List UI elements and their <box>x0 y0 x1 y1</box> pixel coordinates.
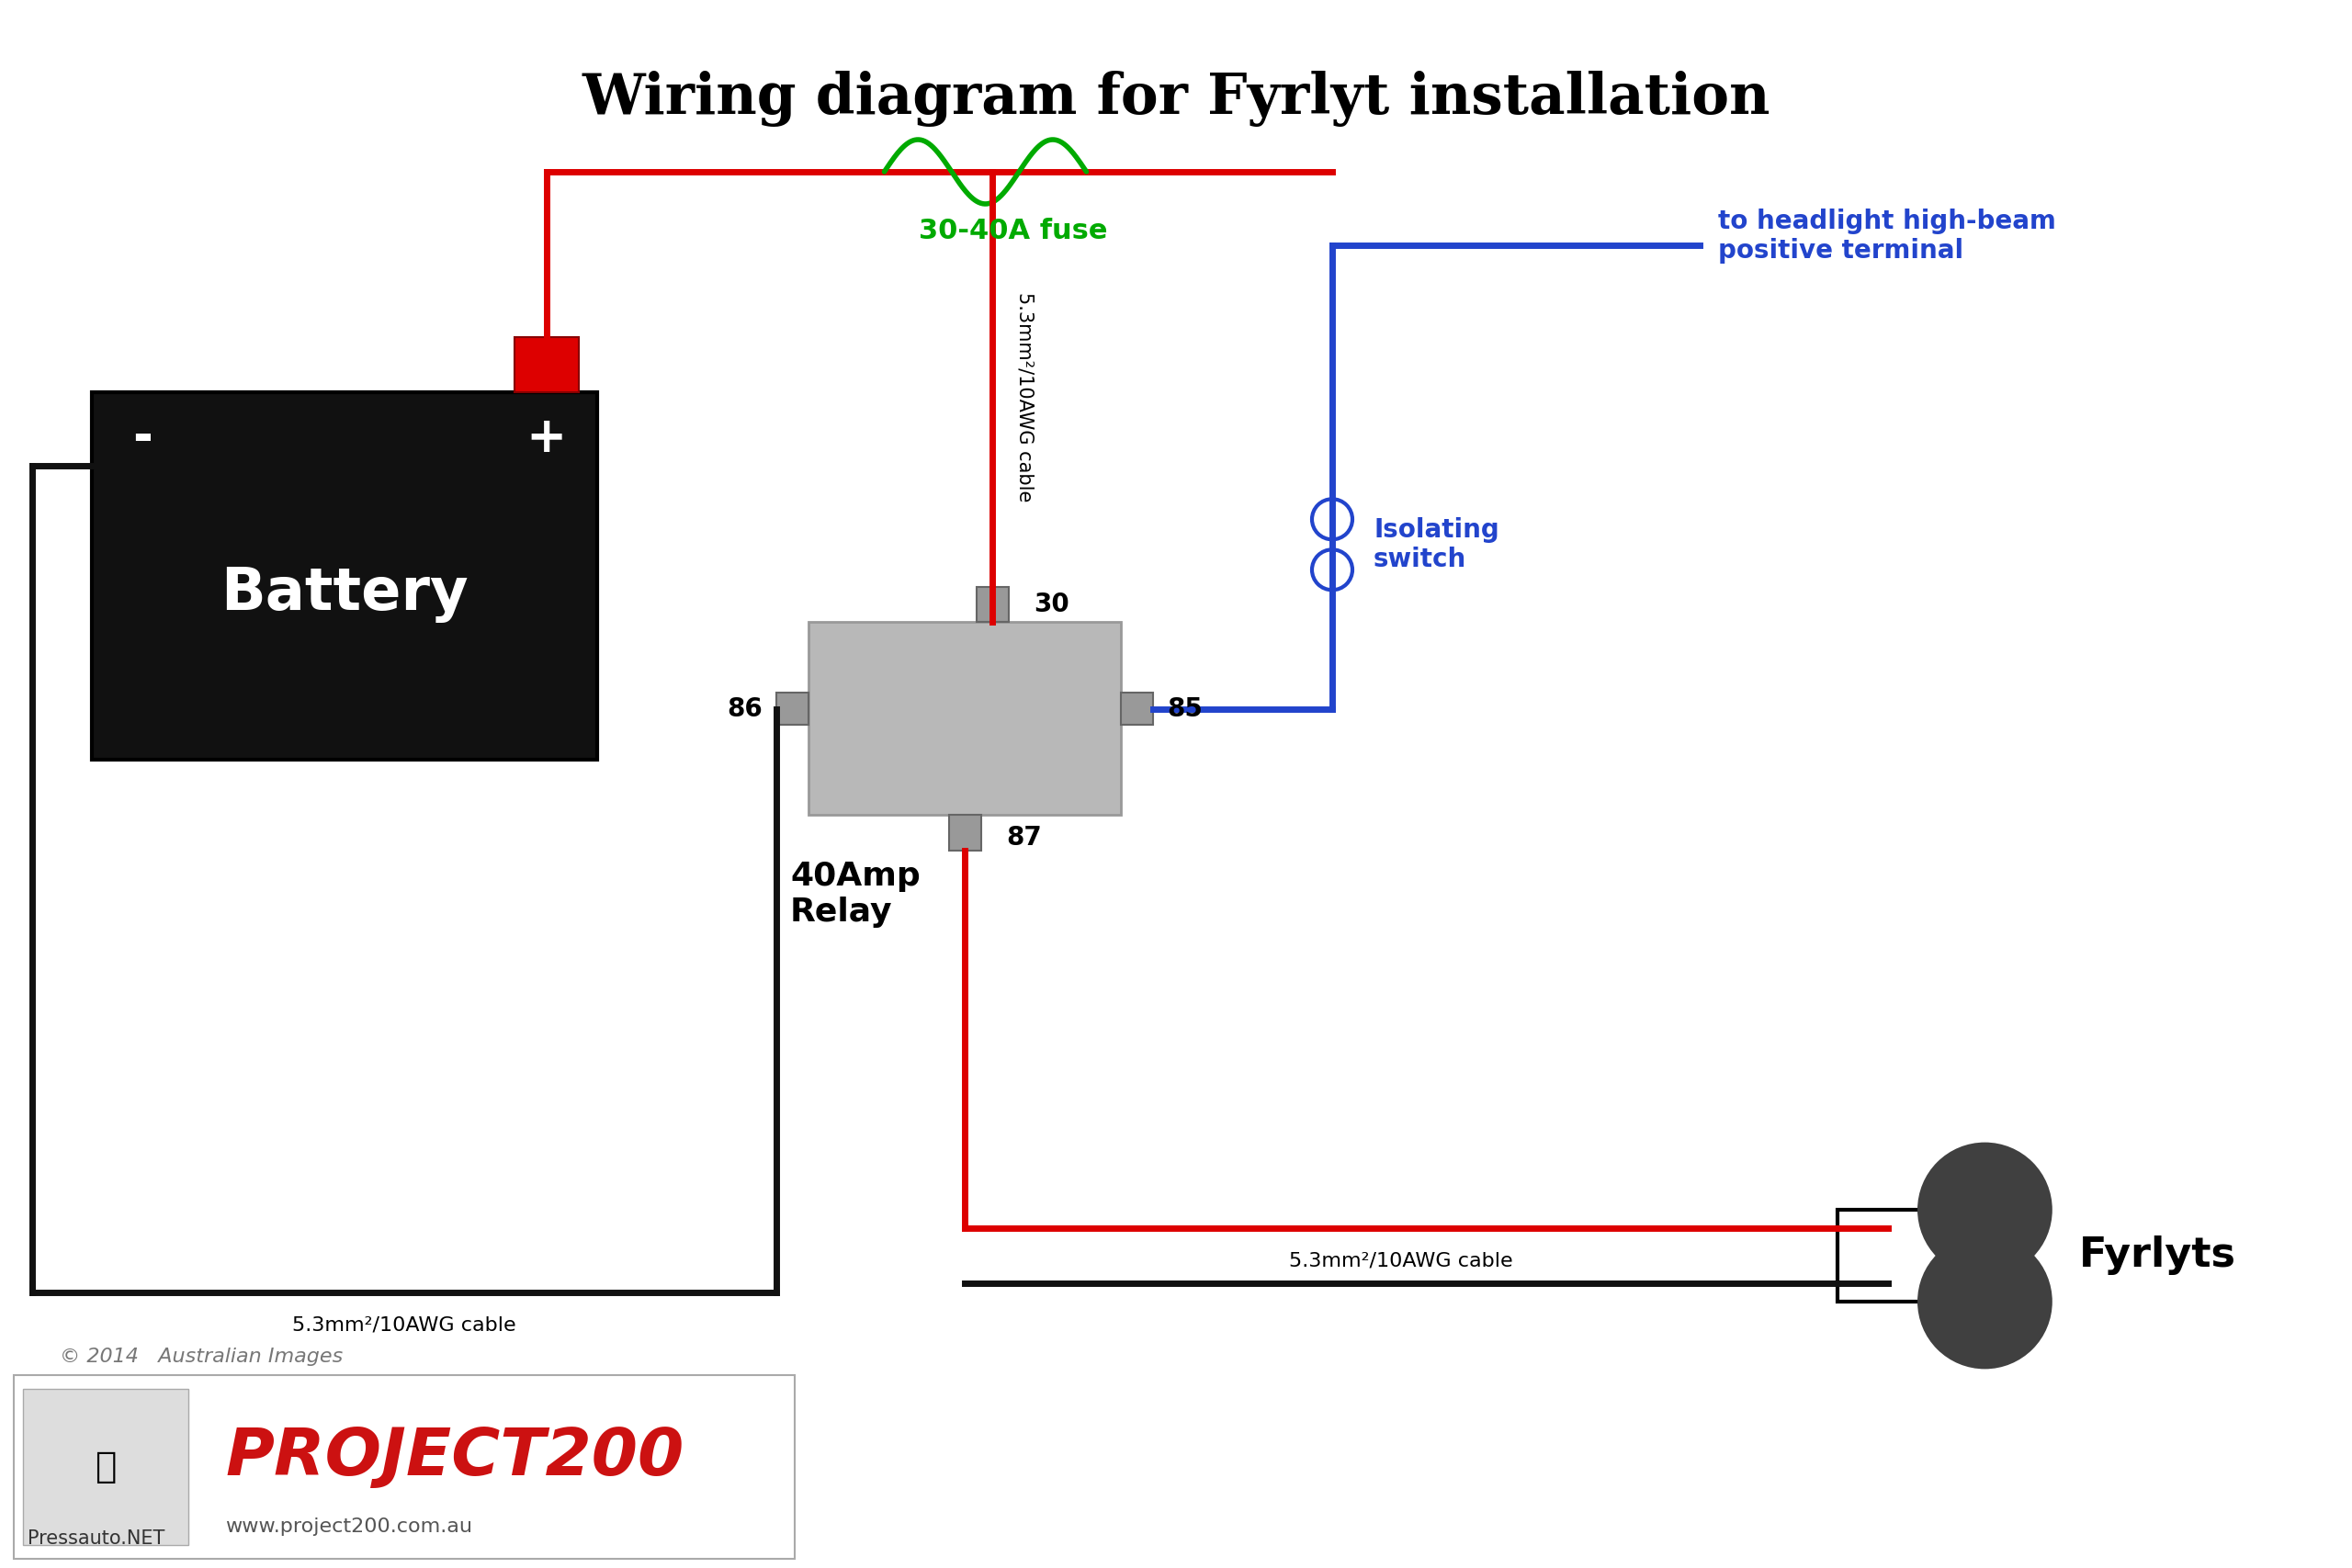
Bar <box>976 586 1009 622</box>
Text: 30: 30 <box>1033 591 1070 618</box>
Text: Battery: Battery <box>221 566 468 622</box>
Bar <box>24 1389 188 1544</box>
Text: 5.3mm²/10AWG cable: 5.3mm²/10AWG cable <box>292 1316 515 1334</box>
Bar <box>948 815 981 850</box>
Circle shape <box>1919 1143 2051 1276</box>
Bar <box>14 1375 795 1559</box>
Text: 🚗: 🚗 <box>94 1449 115 1485</box>
Text: 5.3mm²/10AWG cable: 5.3mm²/10AWG cable <box>1016 292 1033 502</box>
Text: Isolating
switch: Isolating switch <box>1374 517 1498 572</box>
Bar <box>92 392 597 759</box>
Text: Pressauto.NET: Pressauto.NET <box>28 1529 165 1548</box>
Text: © 2014   Australian Images: © 2014 Australian Images <box>59 1347 343 1366</box>
Text: -: - <box>132 414 153 463</box>
Text: +: + <box>527 414 567 463</box>
Text: www.project200.com.au: www.project200.com.au <box>226 1518 473 1535</box>
Bar <box>776 693 809 724</box>
Text: Fyrlyts: Fyrlyts <box>2079 1236 2237 1275</box>
Text: PROJECT200: PROJECT200 <box>226 1425 684 1490</box>
Circle shape <box>1919 1236 2051 1367</box>
Text: 86: 86 <box>727 696 762 721</box>
Text: 30-40A fuse: 30-40A fuse <box>920 218 1108 245</box>
Text: 40Amp
Relay: 40Amp Relay <box>790 861 920 928</box>
Text: 85: 85 <box>1167 696 1202 721</box>
Bar <box>809 622 1122 815</box>
Text: 5.3mm²/10AWG cable: 5.3mm²/10AWG cable <box>1289 1251 1512 1270</box>
Bar <box>1122 693 1152 724</box>
Text: to headlight high-beam
positive terminal: to headlight high-beam positive terminal <box>1717 209 2056 263</box>
Text: 87: 87 <box>1007 825 1042 850</box>
Text: Wiring diagram for Fyrlyt installation: Wiring diagram for Fyrlyt installation <box>581 71 1771 127</box>
Bar <box>1837 1210 1938 1301</box>
Bar <box>515 337 579 392</box>
